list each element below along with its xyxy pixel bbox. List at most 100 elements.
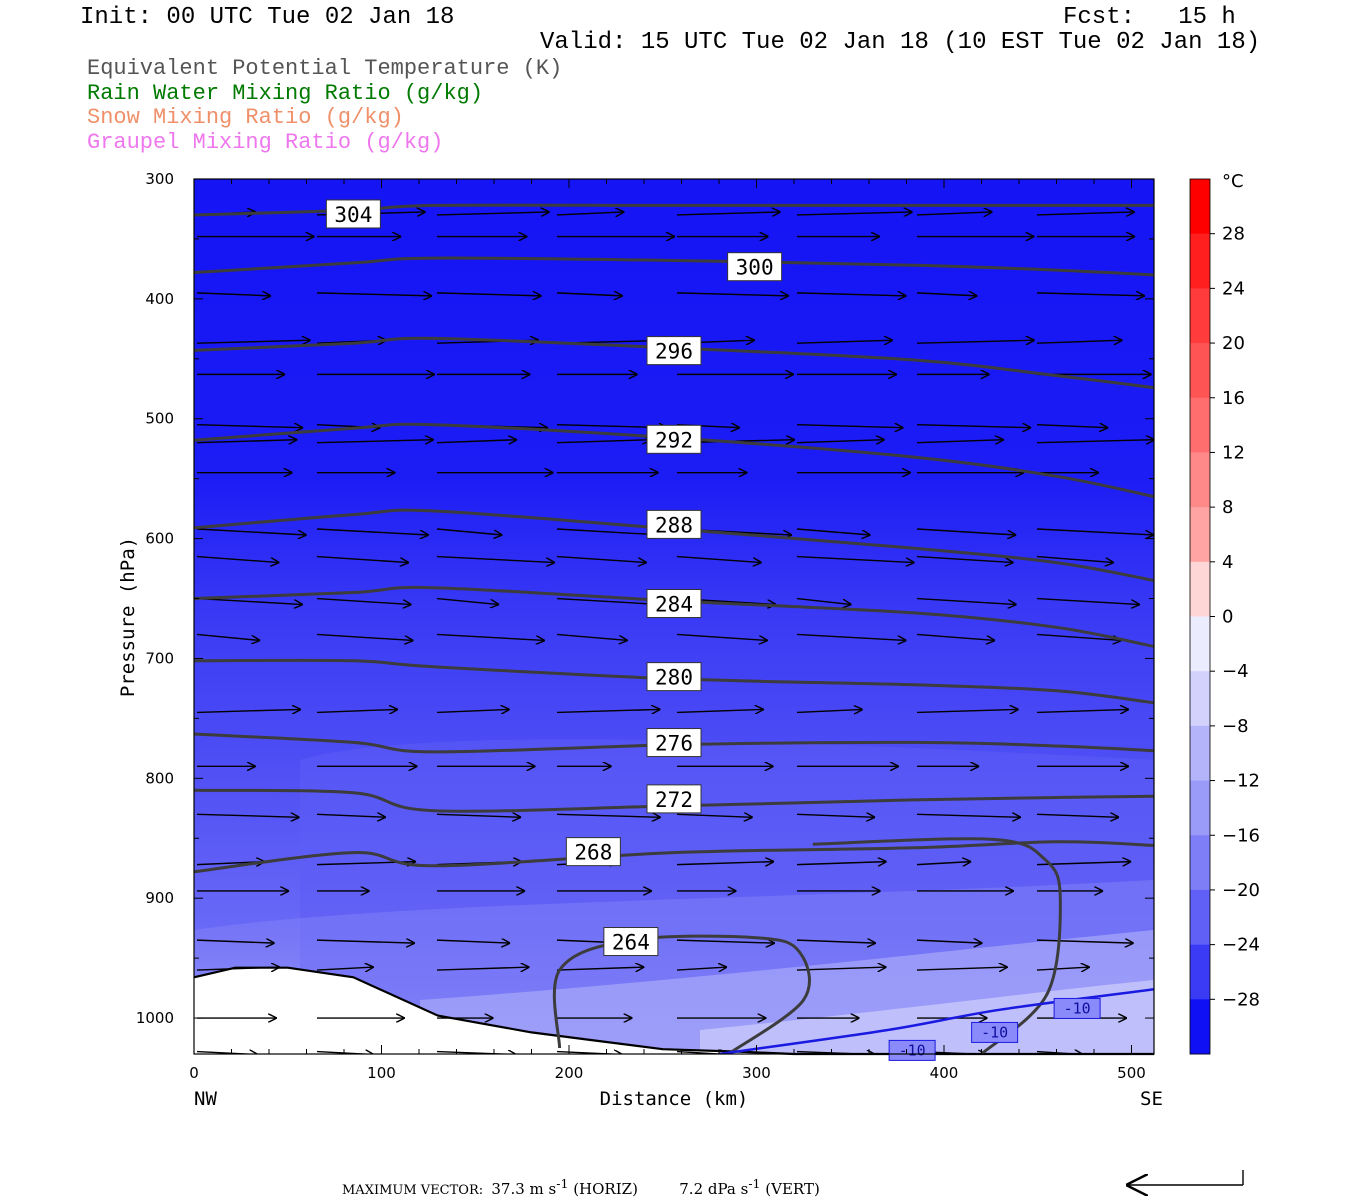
y-tick-label: 400: [145, 290, 174, 308]
wind-arrow: [196, 340, 311, 343]
contour-label: 284: [655, 593, 693, 617]
contour-label-box: [646, 589, 702, 619]
colorbar-tick-label: −8: [1222, 716, 1249, 737]
contour-label-box: [646, 728, 702, 758]
colorbar-tick-label: −28: [1222, 989, 1260, 1010]
colorbar-tick-label: 8: [1222, 497, 1233, 518]
wind-arrow: [556, 212, 624, 215]
left-endpoint-label: NW: [194, 1088, 217, 1110]
field-legend-snow: Snow Mixing Ratio (g/kg): [87, 105, 404, 130]
colorbar-swatch: [1190, 835, 1210, 891]
wind-arrow: [436, 814, 521, 817]
colorbar-tick-label: −24: [1222, 935, 1260, 956]
wind-arrow: [1036, 425, 1108, 428]
colorbar: °C 28 24 20 16 12 8 4 0 −4 −8 −12 −16 −20 −24 −28: [1189, 171, 1260, 1055]
isotherm-label: -10: [899, 1041, 926, 1059]
theta-e-contour-300: [194, 256, 1154, 277]
horiz-unit-label: (HORIZ): [568, 1180, 638, 1198]
horiz-unit-exp: -1: [556, 1176, 569, 1191]
colorbar-tick-label: 12: [1222, 442, 1245, 463]
wind-arrow: [436, 293, 542, 296]
colorbar-unit: °C: [1222, 171, 1244, 192]
wind-arrow: [916, 633, 995, 640]
theta-e-contours: [194, 203, 1154, 1054]
wind-arrow: [1036, 967, 1090, 970]
colorbar-swatch: [1190, 999, 1210, 1055]
y-tick-label: 300: [145, 170, 174, 188]
colorbar-swatch: [1190, 561, 1210, 617]
wind-arrow: [316, 709, 398, 712]
max-vector-footer: MAXIMUM VECTOR: 37.3 m s-1 (HORIZ) 7.2 d…: [342, 1176, 820, 1198]
contour-label-box: [646, 424, 702, 454]
wind-arrow: [316, 528, 429, 535]
wind-arrow: [316, 940, 415, 943]
wind-arrow: [676, 862, 774, 865]
wind-arrow: [676, 967, 727, 970]
x-axis-label: Distance (km): [600, 1088, 749, 1110]
wind-arrow: [196, 425, 303, 428]
wind-arrow: [556, 967, 644, 970]
y-tick-label: 600: [145, 530, 174, 548]
wind-arrow: [916, 425, 1031, 428]
wind-arrow: [796, 597, 851, 605]
contour-label-box: [565, 837, 621, 867]
isotherm-label: -10: [1064, 999, 1091, 1017]
colorbar-tick-label: −20: [1222, 880, 1260, 901]
wind-arrow: [1036, 293, 1145, 296]
contour-label: 300: [736, 256, 774, 280]
field-legend-rain: Rain Water Mixing Ratio (g/kg): [87, 81, 484, 106]
wind-arrow: [316, 555, 409, 563]
y-tick-label: 800: [145, 769, 174, 787]
max-vert-value: 7.2 dPa s: [679, 1180, 749, 1198]
wind-arrow: [196, 967, 280, 970]
plot-frame: [193, 178, 1155, 1055]
wind-arrow: [436, 555, 555, 563]
wind-arrow: [796, 555, 915, 563]
field-legend-theta-e: Equivalent Potential Temperature (K): [87, 56, 563, 81]
contour-label: 304: [334, 203, 372, 227]
wind-arrow: [796, 862, 887, 865]
colorbar-swatch: [1190, 179, 1210, 235]
theta-e-contour-268-loop: [812, 837, 1062, 1054]
wind-arrow: [676, 1052, 729, 1054]
contour-label-box: [325, 199, 381, 229]
contour-labels: 304 300 296 292 288 284 280 276 272 268 264 -10 -10 -…: [325, 199, 1101, 1061]
wind-arrow: [676, 709, 764, 712]
colorbar-tick-label: 4: [1222, 552, 1233, 573]
wind-arrow: [1036, 709, 1129, 712]
wind-arrow: [436, 633, 545, 640]
wind-arrow: [916, 555, 1014, 563]
max-horiz-value: 37.3 m s: [491, 1180, 557, 1198]
wind-arrow: [676, 212, 781, 215]
wind-arrow: [316, 440, 434, 443]
wind-arrow: [316, 967, 374, 970]
theta-e-contour-264: [552, 934, 811, 1054]
colorbar-swatch: [1190, 616, 1210, 672]
colorbar-swatch: [1190, 233, 1210, 289]
wind-arrow: [676, 633, 768, 640]
colorbar-tick-label: 20: [1222, 333, 1245, 354]
wind-arrow: [196, 440, 297, 443]
wind-arrow: [196, 940, 275, 943]
x-tick-label: 500: [1117, 1064, 1146, 1082]
isotherm-label-box: [1053, 997, 1101, 1019]
wind-arrow: [916, 709, 1019, 712]
isotherm-label: -10: [981, 1023, 1008, 1041]
wind-arrow: [556, 528, 662, 535]
y-tick-label: 900: [145, 889, 174, 907]
field-legend-graupel: Graupel Mixing Ratio (g/kg): [87, 130, 444, 155]
wind-arrow: [436, 212, 550, 215]
wind-arrow: [436, 440, 517, 443]
contour-label: 264: [612, 931, 650, 955]
x-tick-label: 200: [555, 1064, 584, 1082]
wind-arrow: [436, 940, 510, 943]
wind-arrow: [1036, 862, 1131, 865]
wind-arrow: [796, 440, 885, 443]
wind-arrow: [676, 555, 762, 563]
wind-arrow: [796, 940, 876, 943]
wind-arrow: [796, 212, 913, 215]
wind-arrow: [436, 597, 499, 605]
wind-arrow: [676, 940, 775, 943]
wind-arrow: [916, 940, 982, 943]
